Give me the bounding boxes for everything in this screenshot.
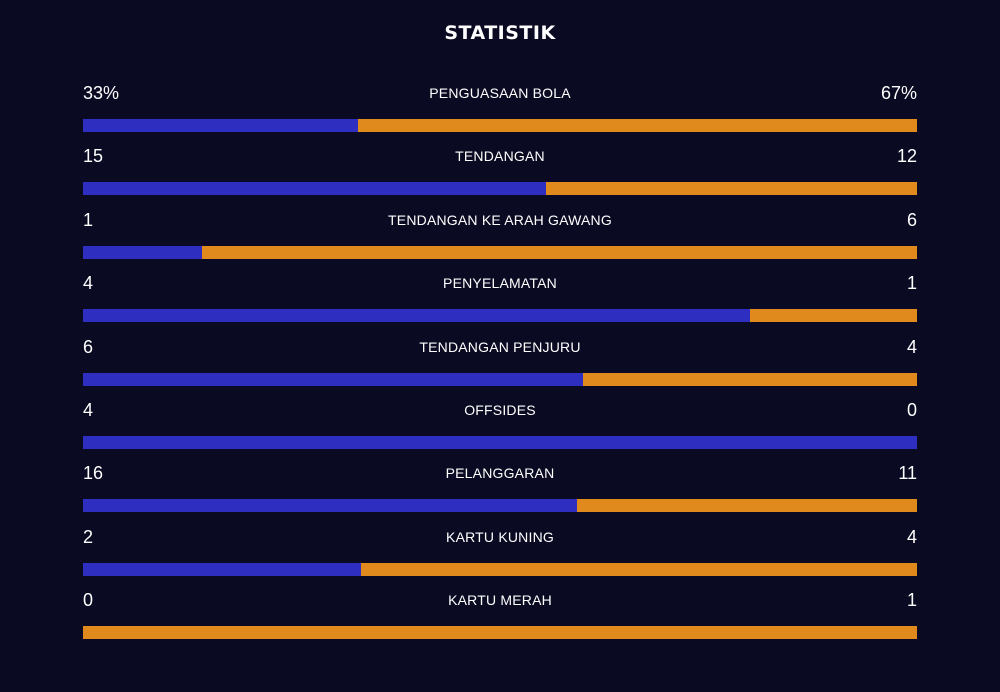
- home-bar-segment: [83, 245, 203, 259]
- away-bar-segment: [360, 562, 917, 576]
- home-value: 1: [83, 209, 94, 230]
- away-bar-segment: [83, 626, 917, 640]
- away-bar-segment: [577, 499, 917, 513]
- home-value: 4: [83, 399, 94, 420]
- comparison-bar: [83, 119, 917, 132]
- stat-header: 2 KARTU KUNING 4: [83, 524, 917, 552]
- stat-label: PENYELAMATAN: [443, 275, 557, 292]
- home-bar-segment: [83, 119, 359, 132]
- stat-row: 16 PELANGGARAN 11: [83, 460, 917, 523]
- away-bar-segment: [202, 245, 917, 259]
- away-value: 11: [898, 463, 917, 484]
- stat-header: 15 TENDANGAN 12: [83, 143, 917, 171]
- stat-label: OFFSIDES: [464, 401, 536, 418]
- comparison-bar: [83, 626, 917, 640]
- stat-header: 33% PENGUASAAN BOLA 67%: [83, 80, 917, 108]
- away-bar-segment: [546, 182, 917, 196]
- stat-label: TENDANGAN PENJURU: [419, 338, 581, 355]
- away-bar-segment: [358, 119, 917, 132]
- comparison-bar: [83, 372, 917, 386]
- stat-header: 6 TENDANGAN PENJURU 4: [83, 334, 917, 362]
- stat-header: 0 KARTU MERAH 1: [83, 587, 917, 615]
- away-value: 1: [906, 590, 917, 611]
- home-value: 4: [83, 273, 94, 294]
- stat-label: KARTU KUNING: [446, 528, 554, 545]
- home-value: 16: [83, 463, 104, 484]
- away-value: 6: [906, 209, 917, 230]
- stat-header: 4 PENYELAMATAN 1: [83, 270, 917, 298]
- stat-row: 2 KARTU KUNING 4: [83, 524, 917, 587]
- home-value: 2: [83, 526, 94, 547]
- home-value: 6: [83, 336, 94, 357]
- home-bar-segment: [83, 499, 578, 513]
- away-value: 0: [906, 399, 917, 420]
- home-bar-segment: [83, 435, 917, 449]
- comparison-bar: [83, 435, 917, 449]
- stat-label: KARTU MERAH: [448, 592, 552, 609]
- home-bar-segment: [83, 372, 584, 386]
- stat-label: TENDANGAN KE ARAH GAWANG: [388, 211, 612, 228]
- away-bar-segment: [583, 372, 917, 386]
- comparison-bar: [83, 499, 917, 513]
- away-value: 4: [906, 526, 917, 547]
- stat-row: 4 OFFSIDES 0: [83, 397, 917, 460]
- away-value: 12: [896, 146, 917, 167]
- stat-row: 6 TENDANGAN PENJURU 4: [83, 334, 917, 397]
- stat-header: 4 OFFSIDES 0: [83, 397, 917, 425]
- stat-row: 4 PENYELAMATAN 1: [83, 270, 917, 333]
- stat-header: 16 PELANGGARAN 11: [83, 460, 917, 488]
- stat-row: 1 TENDANGAN KE ARAH GAWANG 6: [83, 207, 917, 270]
- away-value: 4: [906, 336, 917, 357]
- home-bar-segment: [83, 562, 361, 576]
- comparison-bar: [83, 562, 917, 576]
- away-bar-segment: [750, 309, 917, 323]
- stat-label: PENGUASAAN BOLA: [429, 85, 571, 101]
- away-value: 1: [906, 273, 917, 294]
- home-value: 0: [83, 590, 94, 611]
- page-title: STATISTIK: [444, 22, 556, 44]
- home-bar-segment: [83, 309, 751, 323]
- away-value: 67%: [880, 83, 917, 103]
- stat-label: PELANGGARAN: [445, 465, 555, 482]
- home-value: 15: [83, 146, 104, 167]
- stat-row: 0 KARTU MERAH 1: [83, 587, 917, 650]
- stat-list: 33% PENGUASAAN BOLA 67% 15 TENDANGAN 12 1 TENDA…: [83, 80, 917, 651]
- home-value: 33%: [83, 83, 120, 103]
- stat-row: 15 TENDANGAN 12: [83, 143, 917, 206]
- home-bar-segment: [83, 182, 547, 196]
- stat-row: 33% PENGUASAAN BOLA 67%: [83, 80, 917, 143]
- comparison-bar: [83, 182, 917, 196]
- comparison-bar: [83, 245, 917, 259]
- stat-header: 1 TENDANGAN KE ARAH GAWANG 6: [83, 207, 917, 235]
- stat-label: TENDANGAN: [455, 148, 545, 165]
- comparison-bar: [83, 309, 917, 323]
